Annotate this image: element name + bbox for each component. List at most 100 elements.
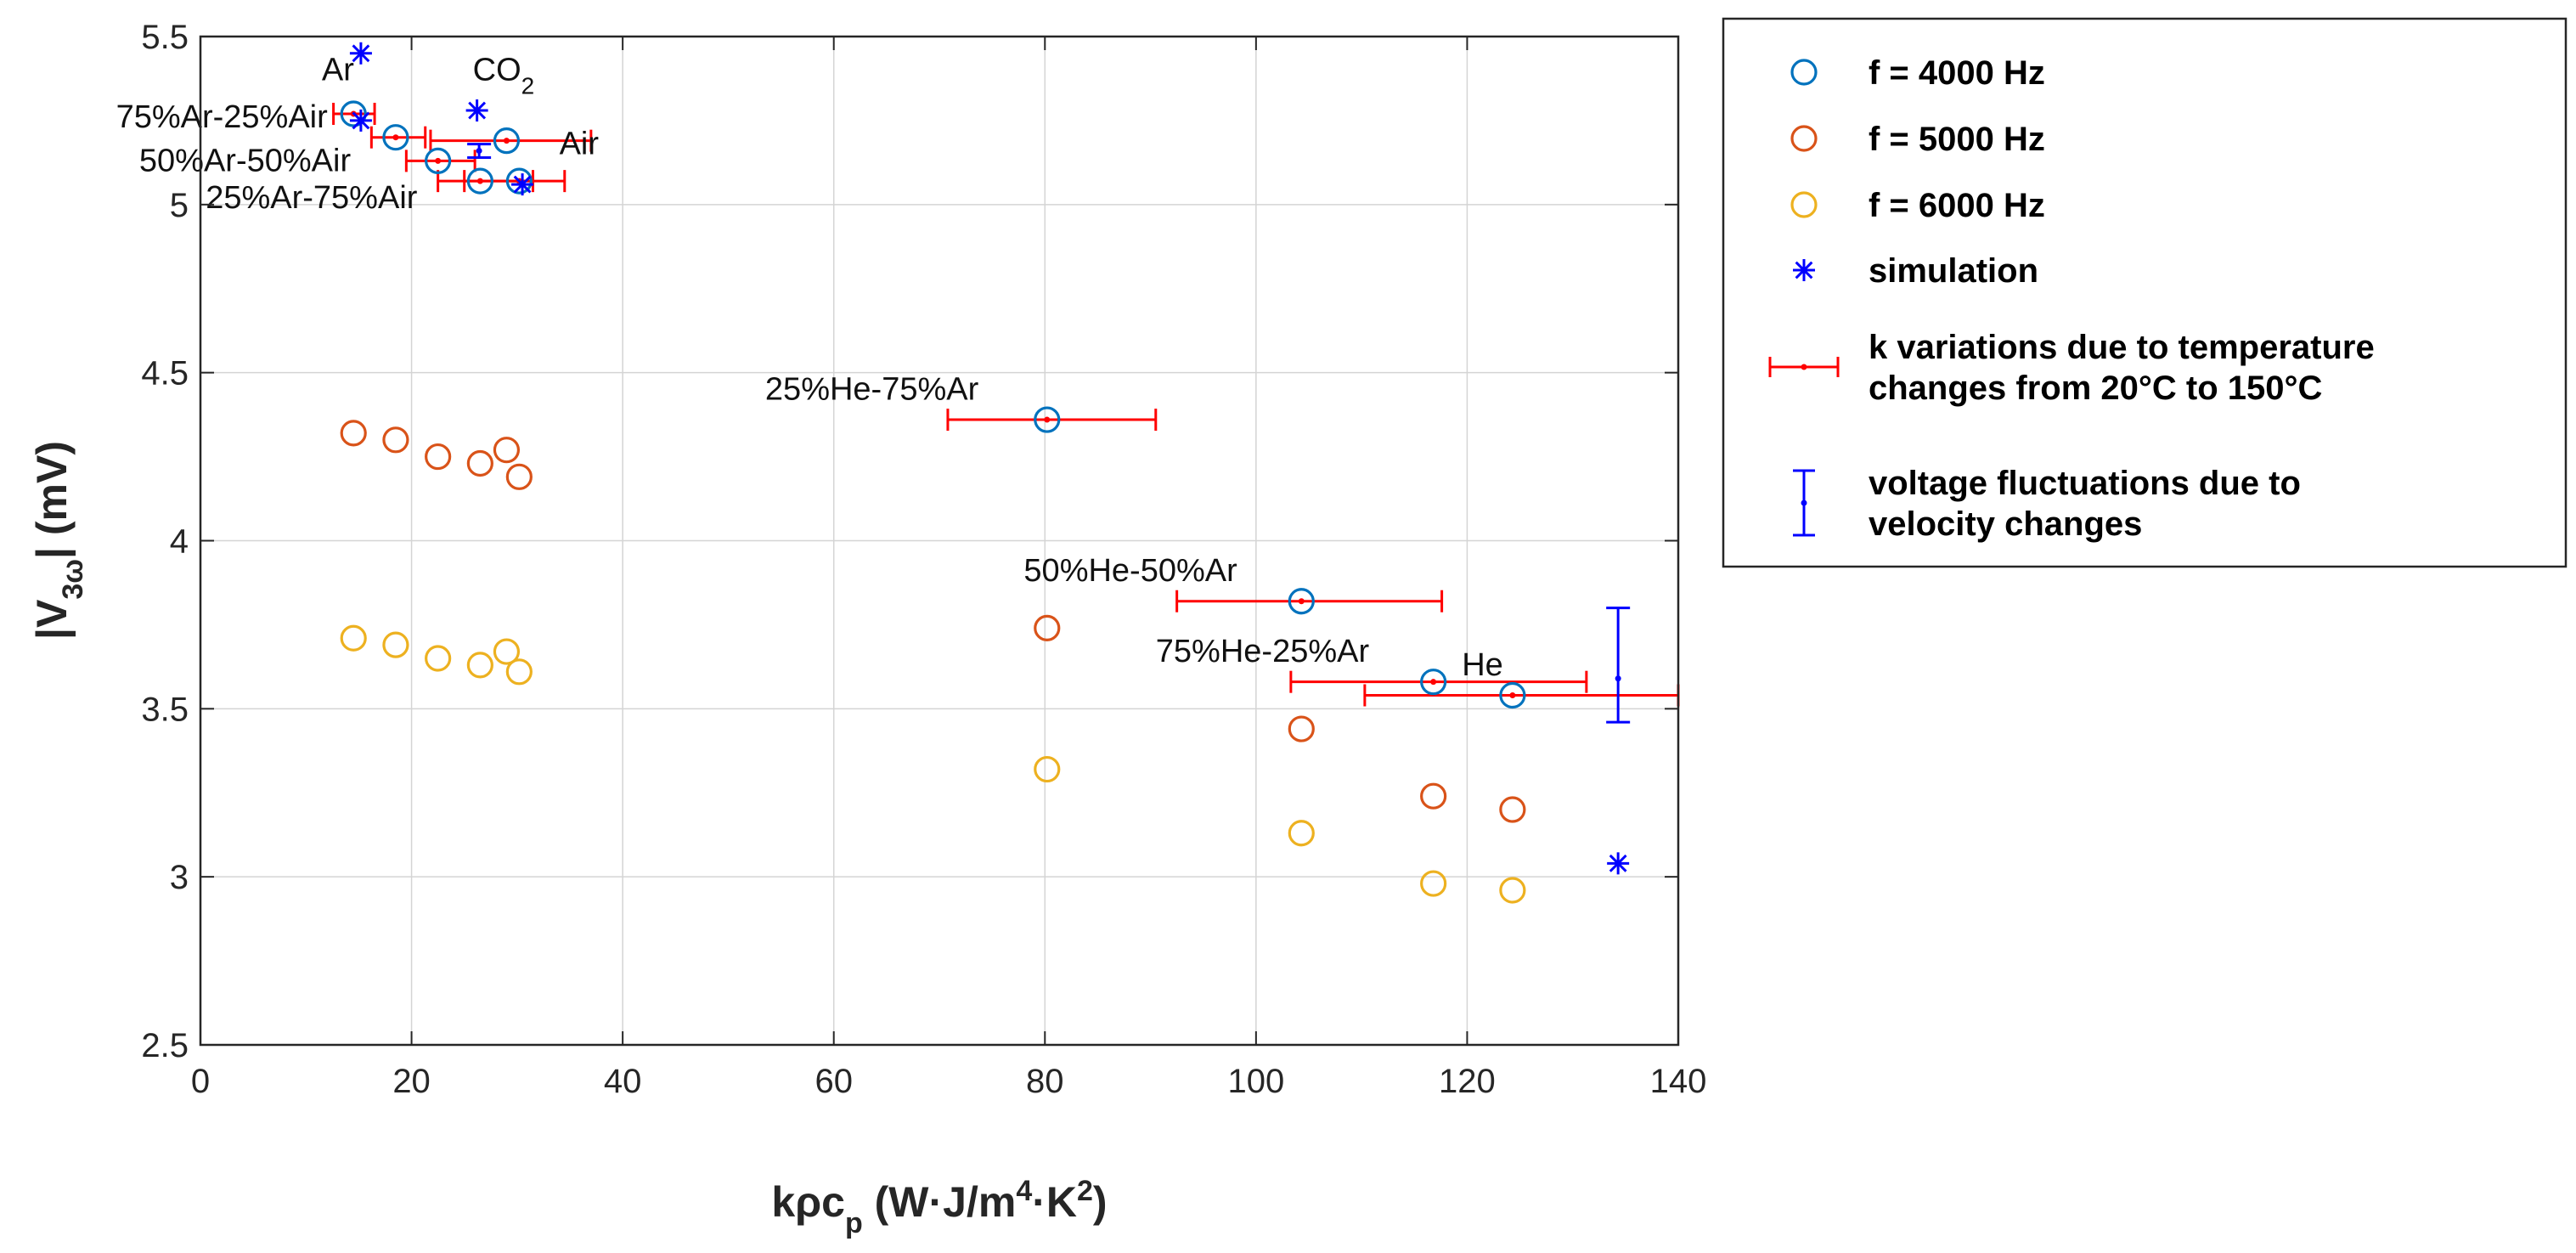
- point-label: 50%He-50%Ar: [1023, 553, 1237, 589]
- data-points: [340, 42, 1630, 904]
- point-label-text: 75%He-25%Ar: [1156, 634, 1370, 669]
- point-f-6000-hz: [505, 658, 533, 686]
- legend-item-kvar: k variations due to temperature changes f…: [1768, 329, 2375, 407]
- legend: f = 4000 Hz f = 5000 Hz f = 6000 Hz simulat…: [1722, 17, 2568, 568]
- point-f-4000-hz: [1288, 588, 1315, 615]
- point-annotations: Ar CO2 75%Ar-25%Air 50%Ar-50%Air Air 25%Ar-75…: [116, 52, 1503, 682]
- point-label: Ar: [322, 52, 354, 87]
- legend-items: f = 4000 Hz f = 5000 Hz f = 6000 Hz simulat…: [1768, 54, 2375, 543]
- point-f-4000-hz: [1499, 681, 1526, 709]
- point-f-6000-hz: [466, 652, 493, 679]
- k-error-bar-center: [503, 138, 510, 144]
- point-label-text: He: [1462, 647, 1503, 683]
- axis-ticks: 0 20 40 60 80 100 120 140 2.5 3 3.5 4 4.5 5 5.5: [141, 19, 1706, 1100]
- point-f-4000-hz: [1034, 406, 1061, 433]
- point-label: 75%He-25%Ar: [1156, 634, 1370, 669]
- y-axis-label: |V3ω| (mV): [28, 441, 89, 640]
- legend-box: [1722, 17, 2568, 568]
- x-tick-label: 80: [1026, 1063, 1064, 1100]
- point-f-6000-hz: [1499, 877, 1526, 904]
- k-error-bar-center: [435, 157, 442, 164]
- k-error-bar-center: [1044, 416, 1051, 423]
- point-label-text: 50%He-50%Ar: [1023, 553, 1237, 589]
- legend-item-f6000: f = 6000 Hz: [1790, 187, 2045, 224]
- point-f-6000-hz: [340, 624, 367, 652]
- x-tick-label: 140: [1650, 1063, 1707, 1100]
- point-f-5000-hz: [1420, 782, 1447, 810]
- voltage-error-bar-center: [476, 148, 482, 155]
- y-tick-label: 3: [170, 859, 189, 896]
- point-label-text: 50%Ar-50%Air: [139, 143, 352, 178]
- legend-symbol-asterisk: [1793, 259, 1815, 281]
- gridlines: [200, 37, 1678, 1045]
- y-tick-label: 2.5: [141, 1027, 189, 1064]
- point-f-5000-hz: [340, 420, 367, 447]
- k-error-bar-center: [1509, 692, 1516, 699]
- point-f-4000-hz: [1420, 669, 1447, 696]
- asterisk-stroke: [468, 101, 487, 120]
- point-label-subscript: 2: [521, 72, 535, 99]
- x-tick-label: 100: [1227, 1063, 1284, 1100]
- point-label-text: CO: [473, 52, 521, 87]
- legend-label: voltage fluctuations due to: [1869, 465, 2301, 502]
- point-simulation: [465, 99, 488, 122]
- point-f-6000-hz: [1288, 820, 1315, 847]
- point-label-text: Ar: [322, 52, 354, 87]
- legend-label: simulation: [1869, 252, 2038, 290]
- voltage-error-bar-center: [1615, 675, 1621, 682]
- point-f-4000-hz: [425, 147, 452, 174]
- point-label: 25%He-75%Ar: [765, 371, 979, 407]
- legend-symbol-circle: [1790, 191, 1818, 218]
- point-f-6000-hz: [1420, 870, 1447, 897]
- point-f-5000-hz: [466, 449, 493, 477]
- point-f-6000-hz: [425, 645, 452, 672]
- legend-symbol-circle: [1790, 125, 1818, 152]
- point-simulation: [511, 173, 534, 196]
- y-tick-label: 5: [170, 187, 189, 224]
- legend-symbol-vbar-center: [1801, 500, 1807, 506]
- point-label: CO2: [473, 52, 535, 99]
- point-label-text: 25%Ar-75%Air: [206, 180, 418, 216]
- x-tick-label: 0: [191, 1063, 210, 1100]
- x-tick-label: 20: [392, 1063, 431, 1100]
- asterisk-stroke: [352, 44, 370, 63]
- point-f-5000-hz: [505, 463, 533, 490]
- legend-label: f = 5000 Hz: [1869, 121, 2045, 158]
- point-label: 50%Ar-50%Air: [139, 143, 352, 178]
- k-error-bar-center: [1298, 598, 1305, 605]
- asterisk-stroke: [1609, 854, 1627, 872]
- point-f-4000-hz: [493, 127, 521, 155]
- point-f-4000-hz: [466, 167, 493, 195]
- asterisk-stroke: [1795, 261, 1813, 279]
- asterisk-stroke: [352, 111, 370, 130]
- point-label-text: 25%He-75%Ar: [765, 371, 979, 407]
- point-f-6000-hz: [382, 631, 409, 658]
- legend-symbol-circle: [1790, 59, 1818, 86]
- asterisk-stroke: [513, 175, 532, 194]
- y-tick-label: 3.5: [141, 691, 189, 728]
- x-axis-label: kρcp (W·J/m4·K2): [771, 1175, 1107, 1239]
- point-f-5000-hz: [1499, 796, 1526, 823]
- point-simulation: [1607, 852, 1630, 875]
- point-f-4000-hz: [505, 167, 533, 195]
- point-label-text: Air: [560, 126, 600, 161]
- point-f-5000-hz: [1288, 715, 1315, 742]
- point-label-text: 75%Ar-25%Air: [116, 99, 329, 135]
- legend-label: k variations due to temperature: [1869, 329, 2375, 366]
- y-tick-label: 4.5: [141, 355, 189, 392]
- point-label: 75%Ar-25%Air: [116, 99, 329, 135]
- y-tick-label: 4: [170, 523, 189, 561]
- point-f-5000-hz: [382, 426, 409, 454]
- legend-item-f4000: f = 4000 Hz: [1790, 54, 2045, 92]
- point-f-6000-hz: [1034, 755, 1061, 783]
- k-error-bar-center: [392, 134, 399, 141]
- point-simulation: [349, 42, 372, 65]
- legend-symbol-hbar-center: [1801, 364, 1807, 370]
- legend-item-f5000: f = 5000 Hz: [1790, 121, 2045, 158]
- point-f-4000-hz: [382, 124, 409, 151]
- point-f-6000-hz: [493, 638, 521, 665]
- legend-item-simulation: simulation: [1793, 252, 2038, 290]
- point-simulation: [349, 109, 372, 132]
